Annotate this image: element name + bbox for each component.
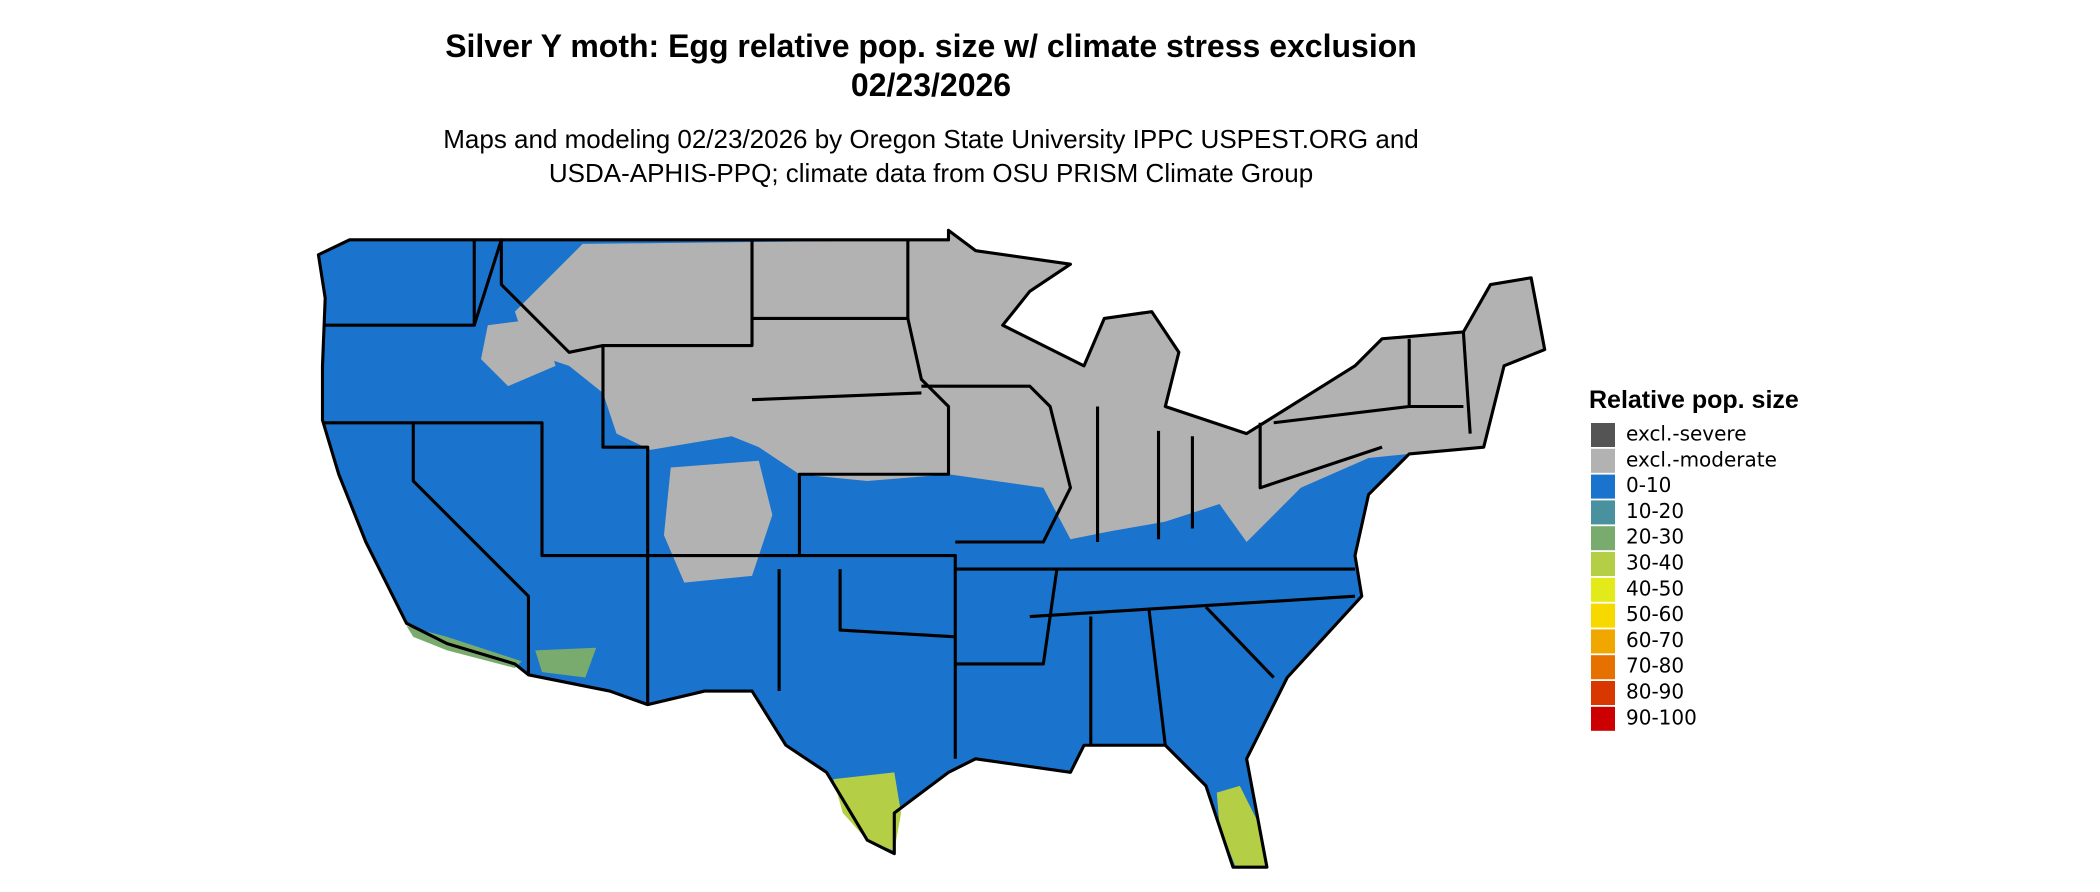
legend-label: 60-70	[1626, 628, 1684, 652]
map-subtitle: Maps and modeling 02/23/2026 by Oregon S…	[443, 124, 1419, 154]
legend-label: excl.-severe	[1626, 422, 1747, 446]
legend-label: 0-10	[1626, 473, 1671, 497]
legend-label: 70-80	[1626, 654, 1684, 678]
region-30-40	[1216, 785, 1267, 868]
region-20-30	[535, 647, 597, 678]
legend-swatch	[1591, 500, 1615, 525]
map-title: 02/23/2026	[851, 67, 1011, 103]
legend-label: 40-50	[1626, 576, 1684, 600]
legend-swatch	[1591, 655, 1615, 680]
state-borders	[316, 228, 1547, 869]
region-excl-moderate	[663, 460, 773, 583]
us-map	[316, 228, 1547, 869]
legend-swatch	[1591, 448, 1615, 473]
legend-swatch	[1591, 681, 1615, 705]
map-title: Silver Y moth: Egg relative pop. size w/…	[445, 28, 1417, 64]
legend: Relative pop. size excl.-severeexcl.-mod…	[1589, 386, 1799, 731]
legend-label: 80-90	[1626, 680, 1684, 704]
legend-label: excl.-moderate	[1626, 447, 1777, 471]
legend-swatch	[1591, 474, 1615, 499]
legend-swatch	[1591, 526, 1615, 551]
legend-swatch	[1591, 423, 1615, 447]
legend-swatch	[1591, 603, 1615, 628]
legend-swatch	[1591, 629, 1615, 654]
legend-title: Relative pop. size	[1589, 386, 1799, 414]
region-excl-moderate	[481, 318, 556, 387]
legend-label: 90-100	[1626, 705, 1697, 729]
legend-label: 20-30	[1626, 525, 1684, 549]
legend-swatch	[1591, 577, 1615, 602]
legend-label: 50-60	[1626, 602, 1684, 626]
legend-swatch	[1591, 706, 1615, 731]
legend-label: 30-40	[1626, 551, 1684, 575]
legend-label: 10-20	[1626, 499, 1684, 523]
map-subtitle: USDA-APHIS-PPQ; climate data from OSU PR…	[549, 158, 1313, 188]
legend-swatch	[1591, 552, 1615, 576]
region-30-40	[833, 772, 902, 851]
